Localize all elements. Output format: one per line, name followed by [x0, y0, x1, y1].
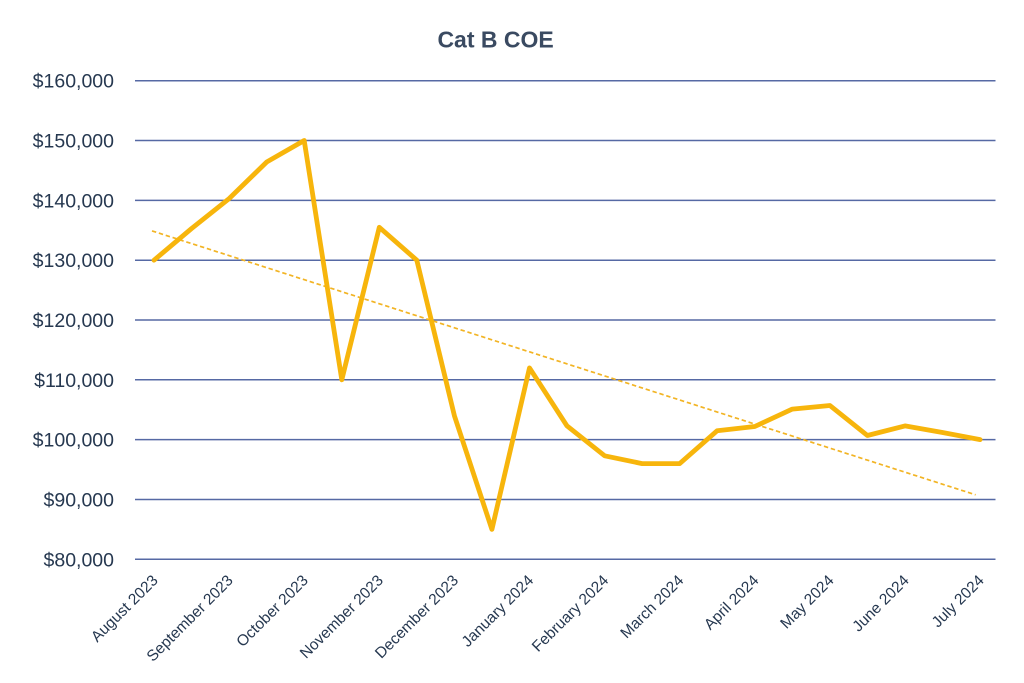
- svg-text:$130,000: $130,000: [33, 250, 114, 272]
- svg-text:$110,000: $110,000: [34, 370, 114, 392]
- svg-text:$160,000: $160,000: [33, 71, 114, 93]
- svg-text:$100,000: $100,000: [33, 430, 114, 452]
- svg-text:$80,000: $80,000: [44, 549, 115, 571]
- svg-text:Cat B COE: Cat B COE: [437, 26, 553, 52]
- svg-text:$90,000: $90,000: [44, 490, 115, 512]
- svg-text:$120,000: $120,000: [33, 310, 114, 332]
- svg-text:$150,000: $150,000: [33, 131, 114, 153]
- svg-text:$140,000: $140,000: [33, 190, 114, 212]
